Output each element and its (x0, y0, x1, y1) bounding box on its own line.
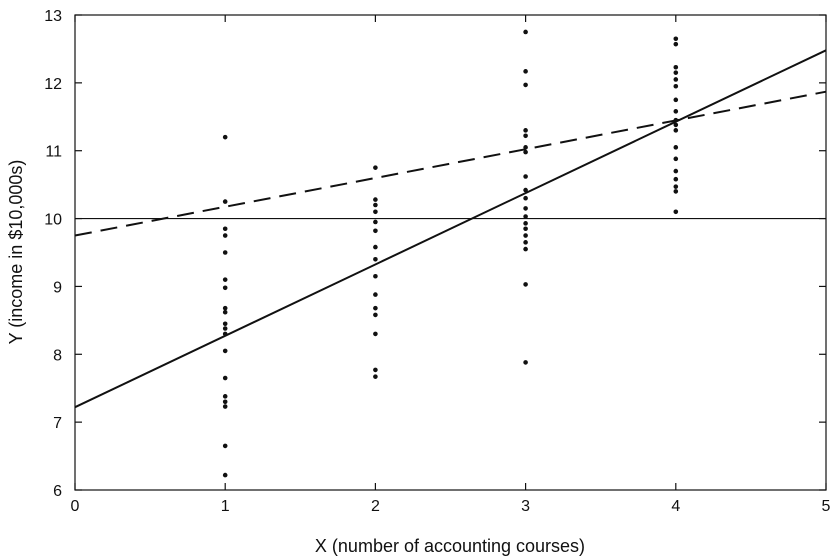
data-point (523, 174, 528, 179)
data-point (523, 240, 528, 245)
data-point (523, 133, 528, 139)
data-point (673, 176, 679, 182)
data-point (523, 149, 528, 155)
data-point (373, 244, 378, 250)
data-point (523, 82, 528, 88)
data-point (673, 97, 679, 103)
data-point (222, 305, 228, 311)
data-point (673, 128, 679, 133)
data-point (523, 282, 528, 287)
y-tick-label: 11 (45, 144, 62, 161)
data-point (673, 109, 679, 114)
data-point (222, 199, 228, 204)
data-point (673, 184, 679, 189)
data-point (222, 309, 228, 315)
fit-lines (74, 49, 827, 409)
data-point (373, 165, 378, 170)
y-tick-label: 8 (53, 347, 62, 364)
data-point (523, 226, 528, 232)
y-tick-label: 6 (53, 483, 62, 500)
data-point (373, 228, 378, 234)
x-tick-label: 0 (71, 498, 80, 515)
data-point (222, 233, 228, 238)
data-point (222, 277, 228, 282)
dashed-fit-line (74, 90, 827, 237)
x-axis-ticks: 0 1 2 3 4 5 (71, 15, 830, 515)
data-point (222, 348, 228, 354)
data-point (222, 326, 228, 331)
data-point (673, 117, 679, 123)
data-point (673, 83, 679, 89)
data-points (222, 29, 679, 478)
data-point (373, 219, 378, 225)
data-point (673, 41, 679, 47)
data-point (373, 367, 378, 373)
data-point (523, 221, 528, 226)
data-point (673, 168, 679, 174)
data-point (373, 305, 378, 311)
data-point (523, 233, 528, 238)
solid-fit-line (74, 49, 827, 409)
data-point (673, 122, 679, 128)
data-point (222, 399, 228, 405)
data-point (222, 285, 228, 291)
data-point (523, 145, 528, 150)
data-point (222, 443, 228, 449)
x-tick-label: 3 (521, 498, 530, 515)
plot-area-frame (74, 14, 827, 491)
data-point (523, 29, 528, 35)
data-point (673, 156, 679, 162)
data-point (673, 36, 679, 42)
data-point (373, 256, 378, 262)
data-point (373, 374, 378, 379)
x-tick-label: 2 (371, 498, 380, 515)
y-tick-label: 10 (44, 212, 62, 229)
data-point (222, 472, 228, 478)
y-tick-label: 9 (53, 279, 62, 296)
data-point (222, 404, 228, 409)
data-point (673, 70, 679, 75)
data-point (523, 69, 528, 74)
x-tick-label: 1 (221, 498, 230, 515)
data-point (373, 292, 378, 297)
data-point (373, 197, 378, 202)
data-point (673, 189, 679, 194)
data-point (673, 209, 679, 215)
y-tick-label: 13 (44, 8, 62, 25)
x-tick-label: 5 (822, 498, 830, 515)
data-point (222, 331, 228, 337)
data-point (523, 187, 528, 193)
data-point (523, 206, 528, 211)
data-point (673, 77, 679, 82)
y-axis-ticks: 6 7 8 9 10 11 12 13 (44, 8, 826, 500)
y-tick-label: 12 (44, 76, 62, 93)
data-point (523, 214, 528, 219)
y-tick-label: 7 (53, 415, 62, 432)
data-point (523, 360, 528, 365)
x-axis-title: X (number of accounting courses) (315, 536, 585, 556)
data-point (373, 331, 378, 337)
data-point (222, 134, 228, 140)
data-point (222, 375, 228, 381)
data-point (222, 250, 228, 255)
data-point (222, 226, 228, 232)
y-axis-title: Y (income in $10,000s) (6, 160, 26, 345)
data-point (373, 202, 378, 208)
data-point (523, 195, 528, 201)
data-point (523, 246, 528, 252)
data-point (373, 209, 378, 215)
data-point (222, 321, 228, 327)
data-point (523, 128, 528, 133)
data-point (222, 394, 228, 399)
data-point (673, 145, 679, 150)
data-point (673, 64, 679, 70)
data-point (373, 273, 378, 279)
data-point (373, 312, 378, 318)
x-tick-label: 4 (671, 498, 680, 515)
